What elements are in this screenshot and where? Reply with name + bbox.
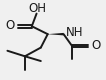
Text: O: O bbox=[5, 19, 15, 32]
Polygon shape bbox=[48, 33, 64, 35]
Text: NH: NH bbox=[66, 26, 83, 39]
Text: OH: OH bbox=[29, 2, 47, 15]
Text: O: O bbox=[92, 39, 101, 52]
